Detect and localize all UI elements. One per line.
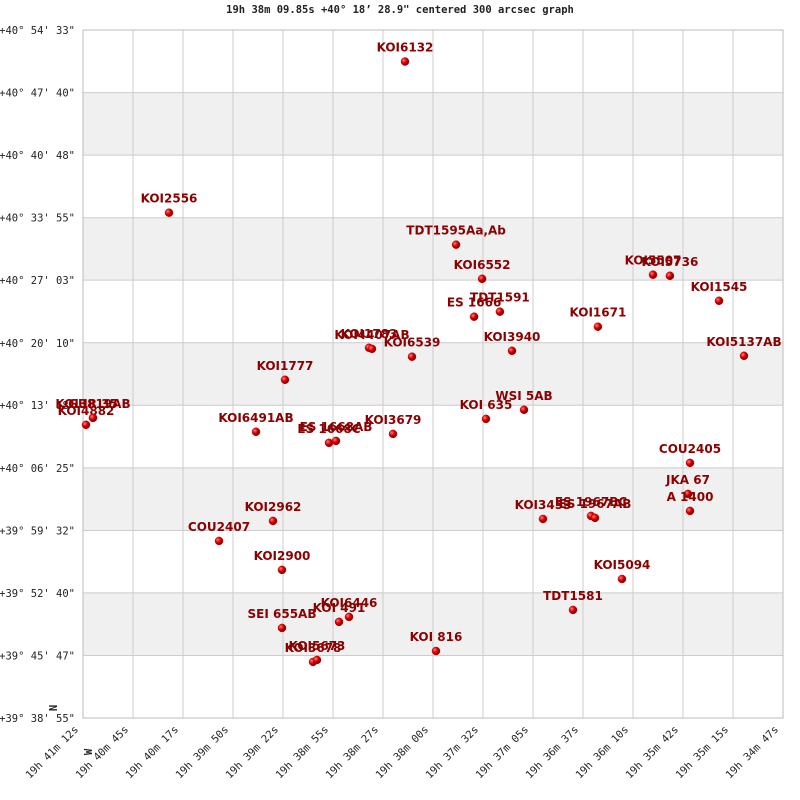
y-tick-label: +40° 20' 10" [0,338,75,350]
star-label: KOI4407AB [334,328,409,342]
star-label: KOI5137AB [706,335,781,349]
star-label: TDT1591 [470,291,530,305]
star-label: KOI3940 [484,330,541,344]
star-marker [400,57,410,66]
star-marker [88,413,98,423]
star-label: SEI 655AB [248,607,317,621]
star-marker [739,351,749,361]
star-label: KOI4882 [58,404,115,418]
y-tick-label: +40° 27' 03" [0,275,75,287]
star-marker [312,655,322,665]
x-tick-label: 19h 34m 47s [723,724,781,782]
star-label: ES 1668AB [300,420,373,434]
star-marker [685,506,695,516]
star-label: KOI2556 [141,192,198,206]
star-marker [164,208,174,217]
star-label: KOI1777 [257,359,314,373]
star-label: KOI6132 [377,41,434,55]
y-tick-label: +40° 13' 18" [0,400,75,412]
y-tick-label: +39° 38' 55" [0,713,75,725]
compass-west: W [83,748,95,755]
star-marker [507,346,517,356]
star-marker [469,312,479,321]
star-label: KOI5736 [641,255,698,269]
star-label: ES 1668C [297,422,360,436]
star-marker [593,322,603,331]
star-label: TDT1595Aa,Ab [406,224,506,238]
star-marker [481,414,491,424]
star-marker [648,270,658,279]
y-tick-label: +39° 45' 47" [0,651,75,663]
star-label: KOI1783 [341,327,398,341]
star-marker [617,574,627,584]
star-marker [81,420,91,430]
star-marker [407,352,417,361]
star-marker [495,307,505,316]
y-tick-label: +40° 06' 25" [0,463,75,475]
star-label: WSI 5AB [495,389,552,403]
star-label: KOI1545 [691,280,748,294]
star-label: ES 1967BC [555,495,628,509]
plot-background [82,29,784,719]
star-marker [251,427,261,437]
y-tick-label: +40° 40' 48" [0,150,75,162]
star-marker [519,405,529,415]
star-label: A 1400 [667,490,714,504]
y-tick-label: +40° 54' 33" [0,25,75,37]
star-label: KOI2962 [245,500,302,514]
star-label: KOI6446 [321,596,378,610]
star-marker [268,516,278,526]
star-marker [331,436,341,446]
star-label: KOI 491 [313,601,366,615]
star-label: KOI2900 [254,549,311,563]
star-marker [590,513,600,523]
star-label: COU2407 [188,520,250,534]
star-marker [214,536,224,546]
star-marker [685,458,695,468]
star-label: KOI5507 [625,254,682,268]
star-label: KOI3678 [285,641,342,655]
star-marker [683,489,693,499]
star-label: TDT1581 [543,589,603,603]
chart-title: 19h 38m 09.85s +40° 18’ 28.9" centered 3… [226,4,574,16]
star-label: KOI3819AB [55,397,130,411]
star-label: KOI1671 [569,306,626,320]
star-label: KOI5673 [289,639,346,653]
star-label: KOI6552 [454,258,511,272]
y-tick-label: +39° 52' 40" [0,588,75,600]
star-label: KOI3679 [365,413,422,427]
star-label: KOI6491AB [218,411,293,425]
star-marker [367,344,377,354]
star-marker [334,617,344,627]
star-label: COU2405 [659,442,721,456]
star-label: GUR 35 [68,397,118,411]
star-marker [714,296,724,306]
compass-north: N [48,705,60,711]
plot-frame [82,29,784,719]
star-marker [280,375,290,385]
star-marker [665,271,675,281]
star-marker [324,438,334,448]
star-label: KOI 635 [460,398,513,412]
star-marker [277,565,287,575]
y-tick-label: +39° 59' 32" [0,525,75,537]
star-marker [568,605,578,615]
star-label: ES 1967AB [559,497,632,511]
star-label: ES 1666 [447,296,501,310]
star-marker [538,514,548,524]
star-marker [431,646,441,656]
star-label: JKA 67 [665,473,710,487]
star-marker [277,623,287,633]
star-marker [451,240,461,249]
star-marker [344,612,354,622]
y-tick-label: +40° 47' 40" [0,88,75,100]
star-label: KOI3453 [515,498,572,512]
star-label: KOI6539 [384,336,441,350]
star-label: KOI 816 [410,630,463,644]
y-tick-label: +40° 33' 55" [0,213,75,225]
star-marker [388,429,398,439]
star-label: KOI5094 [594,558,651,572]
star-marker [477,274,487,284]
